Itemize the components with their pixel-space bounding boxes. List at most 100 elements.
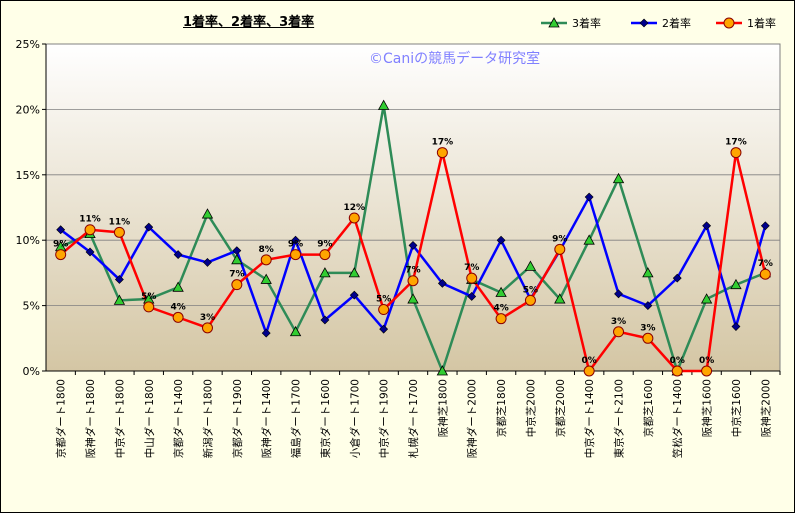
data-point-0 <box>201 208 214 219</box>
plot-area <box>45 43 781 372</box>
x-tick-label: 京都芝1600 <box>642 379 655 437</box>
legend-label: 3着率 <box>572 16 601 30</box>
x-tick-label: 中京ダート1800 <box>113 379 126 458</box>
data-point-0 <box>554 293 566 304</box>
x-tick-label: 阪神ダート1400 <box>260 379 273 458</box>
data-point-0 <box>436 365 449 376</box>
data-label: 7% <box>405 266 420 276</box>
data-point-1 <box>643 301 653 311</box>
y-tick-label: 25% <box>16 38 40 51</box>
data-point-1 <box>379 324 389 334</box>
x-tick-label: 阪神芝1600 <box>701 379 714 437</box>
x-tick-label: 京都芝1800 <box>495 379 508 437</box>
data-point-0 <box>377 99 390 110</box>
data-point-2 <box>642 332 654 344</box>
data-point-2 <box>290 249 302 261</box>
data-point-2 <box>524 294 536 306</box>
data-label: 7% <box>229 270 244 280</box>
data-point-0 <box>642 267 654 278</box>
data-point-2 <box>730 147 742 159</box>
data-point-0 <box>172 281 184 292</box>
data-point-1 <box>672 273 682 283</box>
data-point-2 <box>407 275 419 287</box>
x-tick-label: 東京ダート2100 <box>613 379 626 458</box>
data-point-0 <box>730 278 742 290</box>
data-point-0 <box>524 260 537 271</box>
x-tick-label: 中京芝1600 <box>730 379 743 437</box>
data-point-1 <box>496 235 506 245</box>
x-tick-label: 東京ダート1600 <box>319 379 332 458</box>
data-point-1 <box>702 221 712 231</box>
data-point-2 <box>319 249 331 261</box>
data-point-1 <box>173 250 183 260</box>
data-label: 9% <box>288 240 303 250</box>
y-tick-label: 5% <box>23 300 40 313</box>
data-point-0 <box>612 172 625 184</box>
data-label: 9% <box>53 240 68 250</box>
data-point-0 <box>407 293 419 304</box>
data-point-1 <box>467 292 477 301</box>
x-tick-label: 小倉ダート1700 <box>348 379 361 458</box>
data-point-2 <box>671 365 683 377</box>
x-tick-label: 札幌ダート1700 <box>407 379 420 458</box>
data-label: 17% <box>432 138 454 148</box>
data-label: 5% <box>141 292 156 302</box>
data-point-1 <box>584 192 594 202</box>
data-point-0 <box>348 267 360 278</box>
data-point-2 <box>583 365 595 377</box>
data-label: 12% <box>344 203 366 213</box>
x-tick-label: 福島ダート1700 <box>290 379 303 458</box>
x-tick-label: 阪神芝2000 <box>759 379 772 437</box>
data-label: 0% <box>582 356 597 366</box>
x-tick-label: 新潟ダート1800 <box>201 379 214 458</box>
data-point-1 <box>614 289 623 299</box>
data-point-0 <box>495 286 507 297</box>
x-tick-label: 中京ダート1900 <box>378 379 391 458</box>
data-point-2 <box>55 249 67 261</box>
data-point-1 <box>114 275 124 284</box>
data-label: 17% <box>725 138 747 148</box>
x-tick-label: 阪神ダート1800 <box>84 379 97 458</box>
data-point-1 <box>320 315 330 325</box>
x-tick-label: 笠松ダート1400 <box>671 379 684 458</box>
data-point-1 <box>261 328 271 338</box>
data-point-2 <box>113 226 125 238</box>
data-point-2 <box>554 243 566 255</box>
data-point-1 <box>291 235 300 245</box>
x-tick-label: 中山ダート1800 <box>143 379 156 458</box>
data-point-1 <box>144 222 154 232</box>
data-point-2 <box>231 279 243 291</box>
chart-title: 1着率、2着率、3着率 <box>183 15 315 30</box>
x-tick-label: 中京芝2000 <box>524 379 537 437</box>
legend-marker <box>548 17 560 28</box>
data-label: 3% <box>640 323 655 333</box>
y-tick-label: 10% <box>16 234 40 247</box>
x-tick-label: 京都芝2000 <box>554 379 567 437</box>
data-point-2 <box>495 313 507 325</box>
data-point-2 <box>172 311 184 323</box>
x-tick-label: 京都ダート1900 <box>231 379 244 458</box>
data-point-1 <box>203 258 212 267</box>
data-point-2 <box>613 326 625 338</box>
data-label: 11% <box>109 217 131 227</box>
data-point-2 <box>466 272 478 284</box>
y-tick-label: 20% <box>16 103 40 116</box>
x-tick-label: 中京ダート1400 <box>583 379 596 458</box>
legend-label: 2着率 <box>662 16 691 30</box>
data-point-2 <box>701 365 713 377</box>
data-point-0 <box>231 253 243 265</box>
data-label: 3% <box>611 317 626 327</box>
data-label: 5% <box>523 285 538 295</box>
data-label: 7% <box>464 263 479 273</box>
legend-marker <box>723 17 735 29</box>
data-label: 4% <box>170 302 185 312</box>
x-tick-label: 阪神ダート2000 <box>466 379 479 458</box>
data-label: 8% <box>259 245 274 255</box>
data-label: 9% <box>552 234 567 244</box>
data-point-2 <box>143 301 155 313</box>
data-point-0 <box>289 325 302 337</box>
watermark: ©Caniの競馬データ研究室 <box>369 50 540 67</box>
data-point-1 <box>437 278 447 288</box>
